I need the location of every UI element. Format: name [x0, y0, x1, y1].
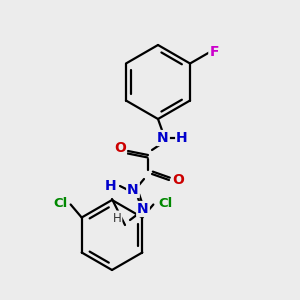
Text: H: H — [112, 212, 122, 224]
Text: O: O — [114, 141, 126, 155]
Text: Cl: Cl — [53, 197, 68, 210]
Text: F: F — [209, 46, 219, 59]
Text: N: N — [127, 183, 139, 197]
Text: N: N — [157, 131, 169, 145]
Text: O: O — [172, 173, 184, 187]
Text: N: N — [137, 202, 149, 216]
Text: Cl: Cl — [158, 197, 172, 210]
Text: H: H — [105, 179, 117, 193]
Text: H: H — [176, 131, 188, 145]
